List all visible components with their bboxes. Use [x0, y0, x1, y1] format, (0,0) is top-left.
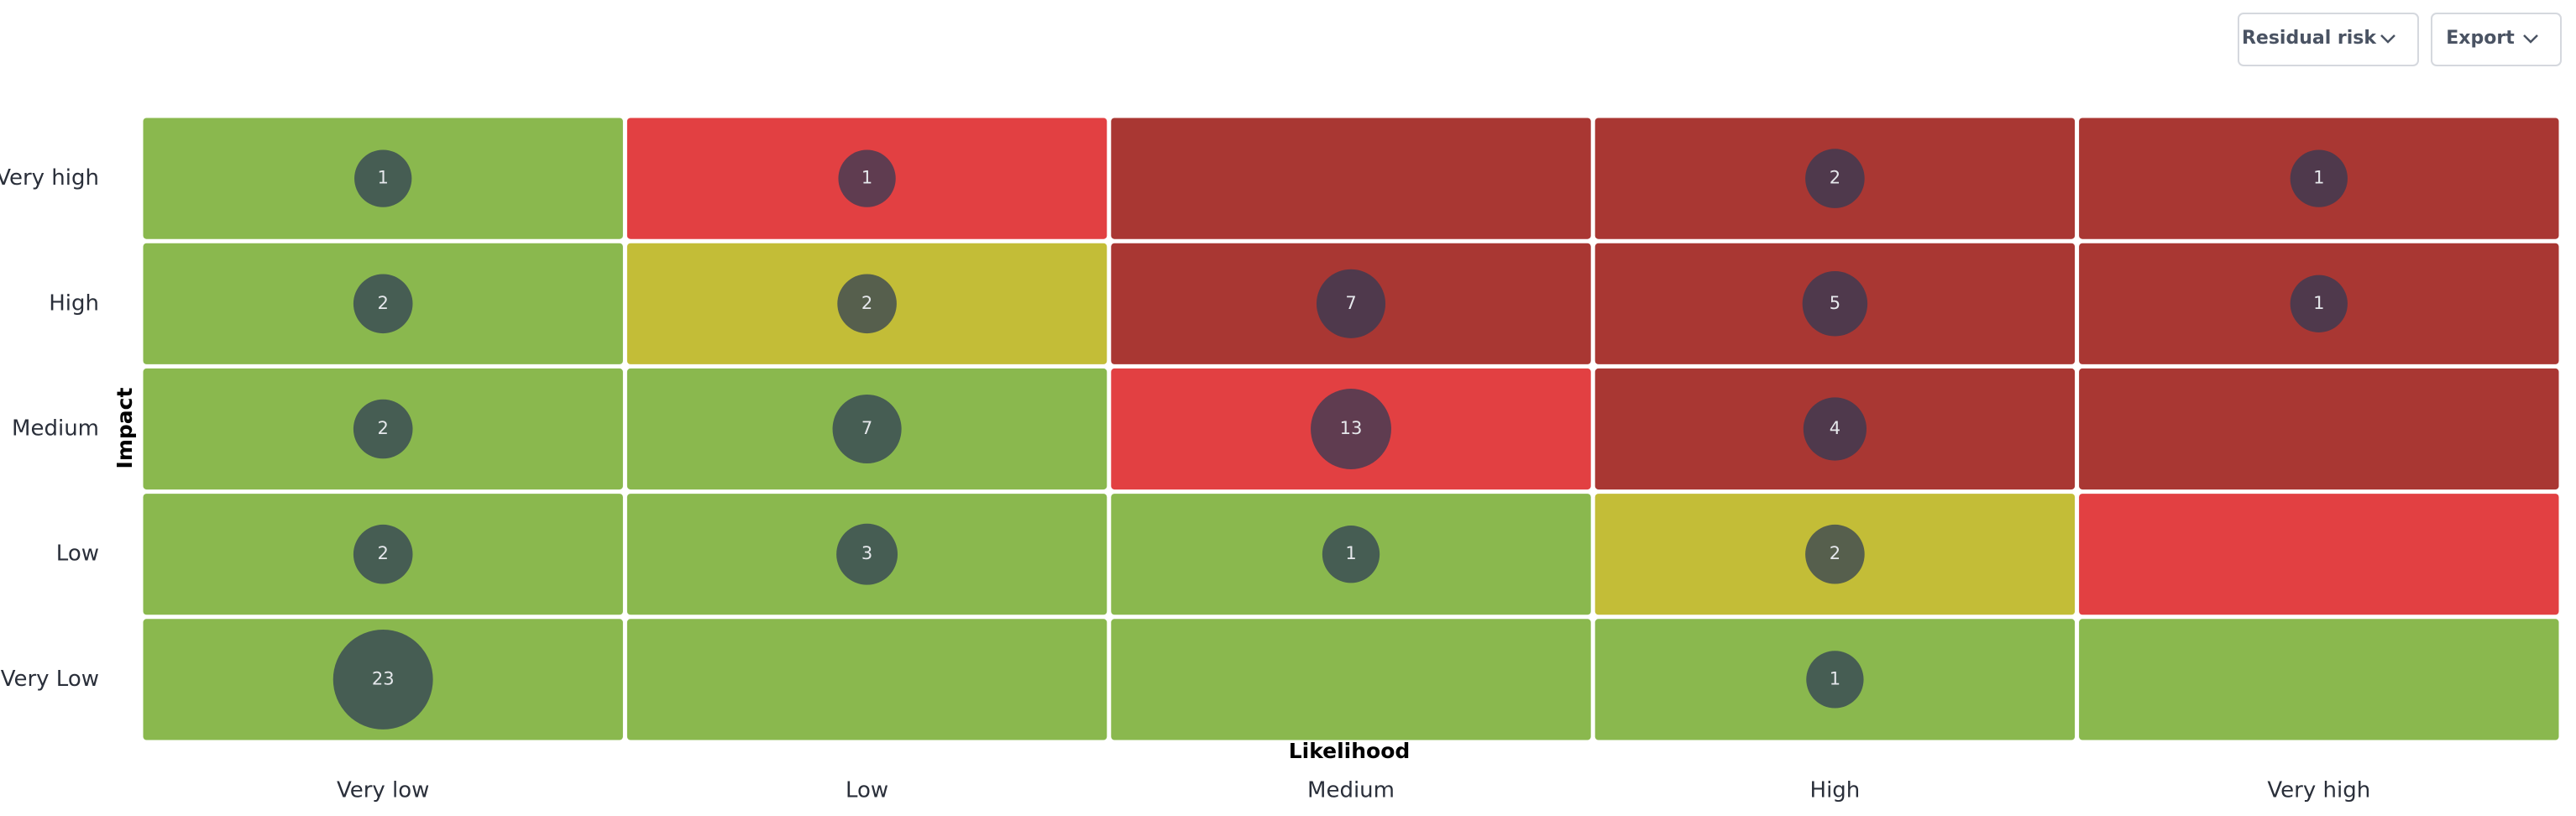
- bubble-count: 2: [1830, 543, 1840, 563]
- risk-bubble: [1806, 651, 1864, 709]
- risk-bubble: [1322, 526, 1380, 583]
- matrix-cell: [2079, 494, 2559, 615]
- bubble-count: 1: [2313, 293, 2324, 313]
- bubble-count: 7: [861, 418, 872, 438]
- x-tick-label: Very high: [2267, 778, 2370, 803]
- bubble-count: 2: [378, 418, 389, 438]
- matrix-cell: [2079, 619, 2559, 740]
- risk-bubble: [1802, 271, 1868, 337]
- bubble-count: 23: [372, 668, 395, 688]
- bubble-count: 4: [1830, 418, 1840, 438]
- bubble-count: 13: [1340, 418, 1363, 438]
- risk-bubble: [837, 274, 897, 334]
- y-axis-title: Impact: [113, 388, 137, 469]
- bubble-count: 1: [2313, 168, 2324, 188]
- matrix-cell: [2079, 368, 2559, 490]
- bubble-count: 2: [861, 293, 872, 313]
- button-frame: [2238, 13, 2419, 66]
- residual-risk-button[interactable]: Residual risk: [2238, 13, 2419, 66]
- risk-bubble: [2290, 149, 2348, 207]
- risk-bubble: [836, 523, 898, 585]
- x-tick-label: Very low: [337, 778, 430, 803]
- risk-bubble: [1316, 269, 1386, 338]
- button-label: Export: [2446, 28, 2515, 49]
- risk-bubble: [332, 629, 433, 730]
- x-tick-label: Low: [846, 778, 888, 803]
- export-button[interactable]: Export: [2431, 13, 2562, 66]
- x-axis-title: Likelihood: [1289, 739, 1411, 763]
- risk-bubble: [353, 274, 413, 334]
- bubble-count: 2: [1830, 168, 1840, 188]
- button-label: Residual risk: [2242, 28, 2377, 49]
- y-tick-label: Medium: [12, 416, 99, 442]
- y-tick-label: Very Low: [1, 667, 99, 692]
- risk-bubble: [1805, 149, 1865, 208]
- bubble-count: 1: [1830, 668, 1840, 688]
- bubble-count: 5: [1830, 293, 1840, 313]
- x-tick-label: High: [1810, 778, 1861, 803]
- bubble-count: 7: [1345, 293, 1356, 313]
- y-tick-label: Low: [56, 541, 99, 567]
- bubble-count: 1: [1345, 543, 1356, 563]
- bubble-count: 2: [378, 543, 389, 563]
- chevron: [2523, 34, 2538, 44]
- bubble-count: 3: [861, 543, 872, 563]
- x-tick-label: Medium: [1307, 778, 1395, 803]
- risk-bubble: [1311, 389, 1391, 469]
- risk-bubble: [353, 524, 413, 584]
- bubble-count: 2: [378, 293, 389, 313]
- risk-bubble: [353, 399, 413, 459]
- matrix-cell: [1111, 619, 1591, 740]
- chevron: [2380, 34, 2395, 44]
- risk-bubble: [838, 149, 896, 207]
- risk-bubble: [1803, 397, 1867, 461]
- matrix-cell: [626, 619, 1107, 740]
- bubble-count: 1: [378, 168, 389, 188]
- button-frame: [2431, 13, 2562, 66]
- risk-bubble: [2290, 275, 2348, 332]
- matrix-cell: [1111, 118, 1591, 239]
- risk-bubble: [1805, 524, 1865, 584]
- risk-bubble: [354, 149, 412, 207]
- y-tick-label: High: [49, 290, 99, 316]
- risk-bubble: [832, 394, 902, 464]
- y-tick-label: Very high: [0, 165, 99, 191]
- bubble-count: 1: [861, 168, 872, 188]
